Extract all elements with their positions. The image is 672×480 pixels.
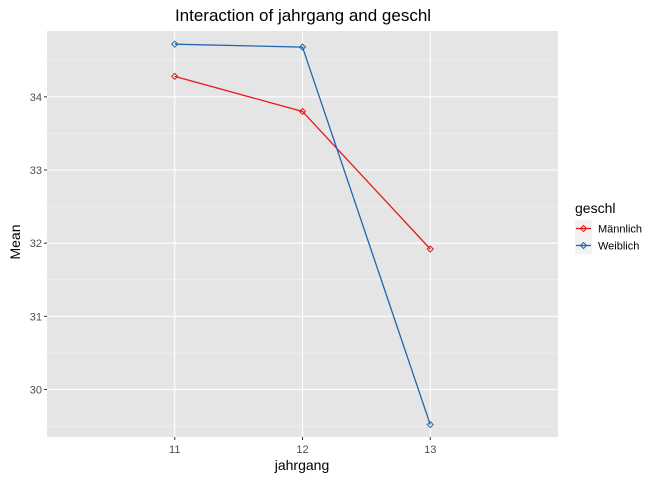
plot-panel	[47, 31, 558, 437]
series-points	[171, 40, 434, 429]
data-point	[298, 107, 307, 116]
y-axis-title: Mean	[7, 224, 23, 259]
y-tick-label: 30	[30, 384, 42, 396]
legend-key-marker	[579, 224, 588, 233]
legend-label: Weiblich	[598, 241, 639, 253]
y-tick-label: 34	[30, 92, 42, 104]
x-axis: 11 12 13	[169, 437, 436, 456]
series-line	[174, 43, 431, 425]
y-tick-label: 31	[30, 311, 42, 323]
data-point	[171, 40, 179, 48]
data-point	[426, 245, 434, 253]
legend-label: Männlich	[598, 224, 642, 236]
x-tick-label: 11	[169, 444, 180, 456]
series-lines	[174, 43, 431, 425]
legend-keys: Männlich Weiblich	[575, 220, 642, 254]
legend-key-marker	[579, 241, 588, 250]
y-tick-label: 32	[30, 238, 42, 250]
legend: geschl Männlich Weiblich	[575, 200, 642, 254]
x-tick-label: 12	[296, 444, 308, 456]
x-tick-label: 13	[424, 444, 436, 456]
major-gridlines	[47, 31, 558, 437]
x-axis-title: jahrgang	[274, 457, 330, 473]
data-point	[298, 43, 307, 51]
y-axis: 30 31 32 33 34	[30, 92, 47, 396]
data-point	[426, 420, 434, 429]
chart-title: Interaction of jahrgang and geschl	[175, 6, 431, 25]
legend-title: geschl	[575, 200, 615, 216]
data-point	[171, 72, 179, 81]
y-tick-label: 33	[30, 165, 42, 177]
series-line	[174, 75, 431, 250]
